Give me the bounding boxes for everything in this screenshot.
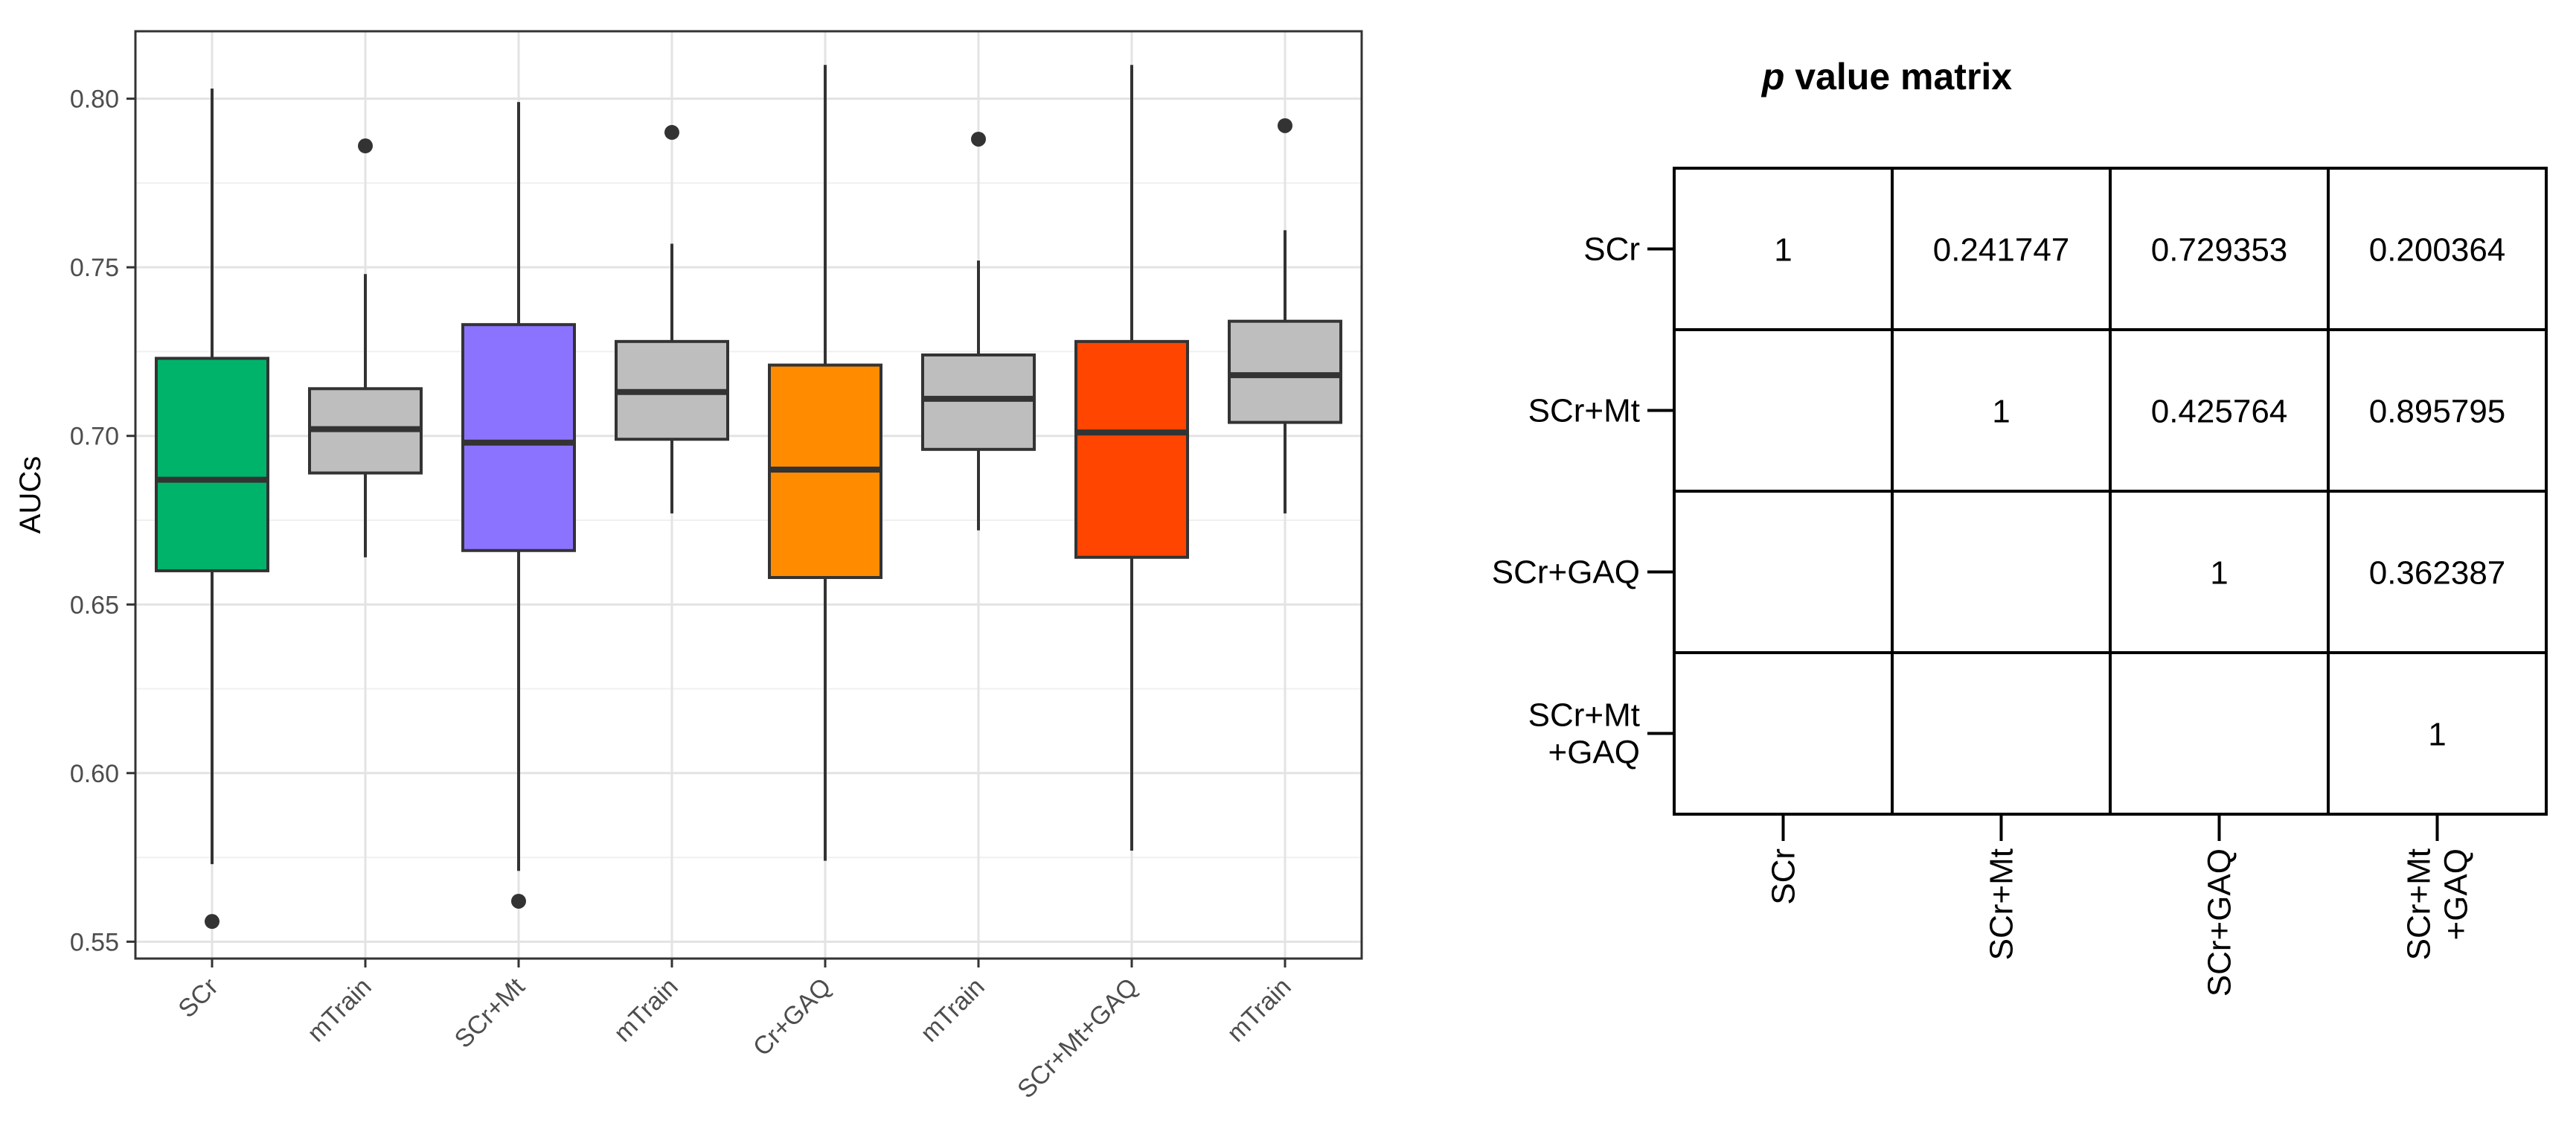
y-tick-label: 0.55 — [70, 928, 119, 956]
row-label: SCr+Mt — [1528, 393, 1640, 429]
matrix-cell — [1673, 651, 1894, 816]
box-3 — [461, 102, 576, 909]
matrix-cell-value: 1 — [2428, 717, 2446, 753]
col-label-group: SCr+GAQ — [2202, 848, 2238, 997]
box-8 — [1228, 118, 1342, 514]
matrix-cell — [2109, 651, 2330, 816]
matrix-cell — [1891, 328, 2112, 493]
matrix-cell-value: 0.241747 — [1933, 232, 2070, 269]
matrix-cell-value: 1 — [1774, 232, 1792, 269]
matrix-cell — [2109, 328, 2330, 493]
col-label: SCr+Mt — [1984, 848, 2020, 960]
x-tick-label: mTrain — [915, 973, 990, 1048]
outlier-point — [1278, 118, 1292, 133]
box-body — [155, 356, 269, 572]
col-label: SCr+GAQ — [2202, 848, 2238, 997]
matrix-cell-value: 0.362387 — [2369, 555, 2506, 592]
matrix-cell — [2327, 651, 2548, 816]
matrix-cell — [1673, 490, 1894, 654]
box-body — [461, 323, 576, 552]
row-label: SCr+Mt +GAQ — [1528, 697, 1640, 771]
matrix-cell-value: 0.200364 — [2369, 232, 2506, 269]
col-label: SCr+Mt+GAQ — [2401, 848, 2475, 960]
box-body — [1074, 339, 1189, 559]
matrix-cell — [2109, 167, 2330, 331]
matrix-cell-value: 1 — [1992, 394, 2010, 430]
x-tick-label: SCr+Mt — [449, 972, 531, 1053]
col-label-group: SCr+Mt+GAQ — [2401, 848, 2475, 960]
box-7 — [1074, 65, 1189, 851]
outlier-point — [358, 138, 373, 154]
x-tick-label: mTrain — [609, 973, 684, 1048]
col-label-group: SCr+Mt — [1984, 848, 2020, 960]
box-1 — [155, 89, 269, 930]
box-body — [921, 353, 1036, 451]
outlier-point — [205, 914, 220, 930]
matrix-cell — [2327, 167, 2548, 331]
matrix-cell-value: 0.425764 — [2151, 394, 2288, 430]
matrix-cell — [1891, 490, 2112, 654]
matrix-cell-value: 1 — [2210, 555, 2228, 592]
y-tick-label: 0.80 — [70, 86, 119, 114]
matrix-cell — [1891, 651, 2112, 816]
box-6 — [921, 131, 1036, 531]
col-label: SCr — [1766, 848, 1802, 905]
matrix-cell-value: 0.895795 — [2369, 394, 2506, 430]
auc-boxplot: 0.55 0.60 0.65 0.70 0.75 0.80 SCr mTrain SCr+Mt m… — [14, 30, 1363, 1104]
y-tick-label: 0.75 — [70, 254, 119, 282]
outlier-point — [664, 124, 679, 140]
plot-border — [134, 30, 1363, 960]
box-2 — [308, 138, 423, 557]
row-label: SCr+GAQ — [1492, 554, 1640, 591]
matrix-title: p value matrix — [1760, 56, 2012, 97]
outlier-point — [971, 131, 986, 147]
row-label: SCr — [1583, 231, 1640, 268]
y-axis-title: AUCs — [14, 456, 47, 534]
x-tick-label: SCr — [173, 973, 223, 1023]
x-tick-label: mTrain — [302, 973, 377, 1048]
box-5 — [768, 65, 882, 861]
y-tick-label: 0.65 — [70, 591, 119, 619]
x-tick-label: Cr+GAQ — [748, 973, 837, 1062]
col-label-group: SCr — [1766, 848, 1802, 905]
matrix-cell-value: 0.729353 — [2151, 232, 2288, 269]
box-body — [1228, 319, 1342, 424]
box-4 — [615, 124, 729, 514]
matrix-cell — [1673, 328, 1894, 493]
matrix-cell — [2327, 328, 2548, 493]
matrix-cell — [1891, 167, 2112, 331]
p-value-matrix: p value matrix 1 0.241747 0.729353 0.200364 1… — [1492, 56, 2548, 997]
y-tick-label: 0.60 — [70, 760, 119, 788]
x-tick-label: SCr+Mt+GAQ — [1012, 973, 1144, 1104]
outlier-point — [511, 893, 526, 909]
y-tick-label: 0.70 — [70, 423, 119, 451]
